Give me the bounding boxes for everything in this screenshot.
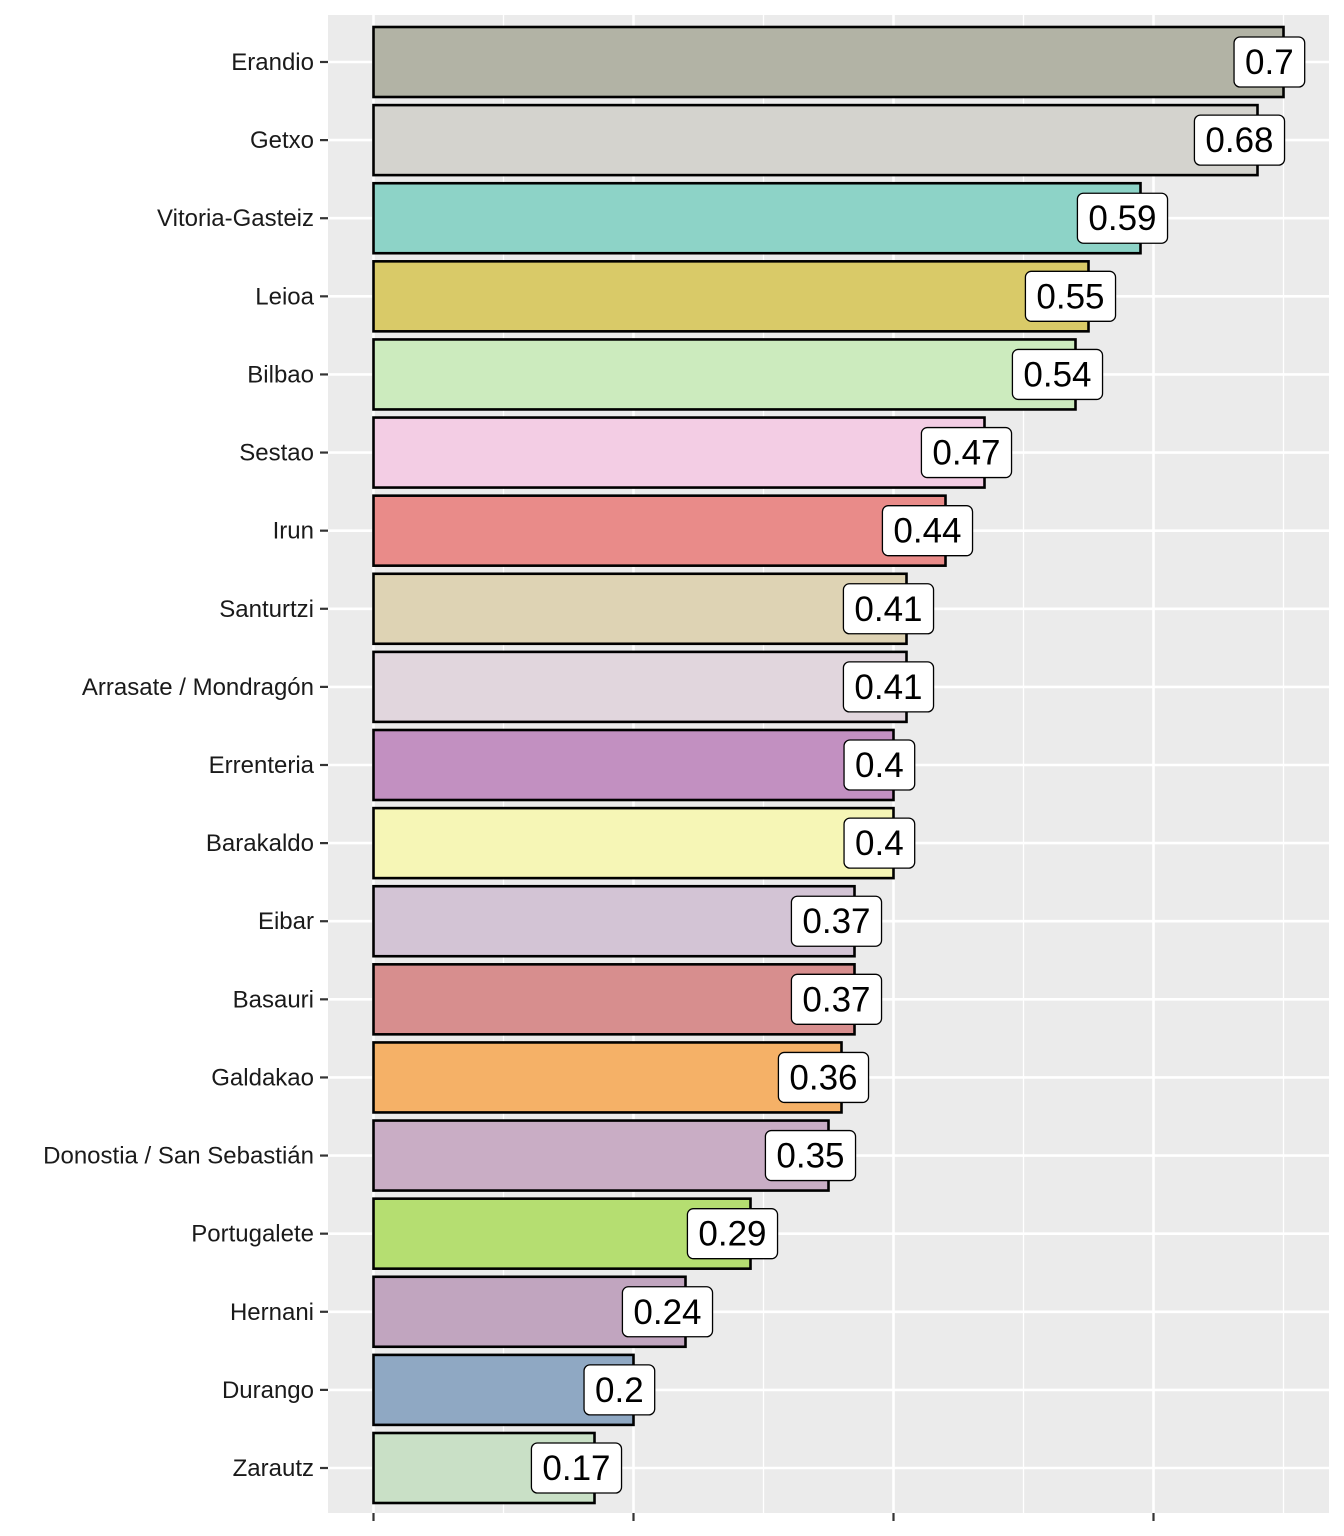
data-label: 0.68 <box>1193 114 1286 166</box>
data-label-text: 0.44 <box>893 512 961 551</box>
y-tick-label: Leioa <box>255 283 314 310</box>
y-tick-label: Durango <box>222 1377 314 1404</box>
y-tick-label: Errenteria <box>209 752 315 779</box>
y-axis: Erandio Getxo Vitoria-Gasteiz Leioa Bilbao Se… <box>43 49 328 1482</box>
y-tick-label: Basauri <box>233 986 314 1013</box>
bar <box>372 728 895 802</box>
bar <box>372 260 1090 333</box>
y-tick-label: Bilbao <box>247 361 314 388</box>
data-label-box <box>790 973 883 1025</box>
data-label: 0.54 <box>1011 348 1104 401</box>
bar <box>372 416 986 489</box>
data-label-text: 0.41 <box>854 668 922 707</box>
data-label-box <box>1233 36 1306 88</box>
bar <box>372 806 895 880</box>
data-label: 0.24 <box>621 1286 714 1338</box>
y-tick-label: Getxo <box>250 127 314 154</box>
data-label: 0.4 <box>843 739 916 791</box>
data-label: 0.29 <box>686 1208 779 1260</box>
x-axis <box>372 1513 1155 1521</box>
bar <box>372 25 1285 99</box>
data-label-box <box>777 1051 870 1104</box>
y-tick-label: Erandio <box>231 49 314 76</box>
data-label-box <box>1076 192 1169 244</box>
data-label-text: 0.55 <box>1036 277 1104 316</box>
data-label-box <box>686 1208 779 1260</box>
data-label-text: 0.36 <box>789 1058 857 1097</box>
data-label-box <box>764 1129 857 1182</box>
data-label: 0.41 <box>842 583 935 635</box>
y-tick-label: Galdakao <box>211 1064 314 1091</box>
data-label-box <box>842 661 935 713</box>
data-label-text: 0.2 <box>595 1371 644 1410</box>
data-label-box <box>1024 270 1117 322</box>
bar <box>372 1119 830 1192</box>
value-labels: 0.7 0.68 0.59 0.55 0.54 0.47 0.44 0.41 0.41 0.4 0.… <box>530 36 1306 1494</box>
bar <box>372 103 1259 177</box>
data-label-text: 0.17 <box>542 1449 610 1488</box>
data-label-box <box>530 1442 623 1494</box>
data-label-box <box>843 817 916 869</box>
data-label: 0.35 <box>764 1129 857 1182</box>
y-tick-label: Irun <box>273 518 314 545</box>
bar <box>372 338 1077 411</box>
data-label-text: 0.68 <box>1205 121 1273 160</box>
data-label-box <box>1011 348 1104 401</box>
data-label-box <box>583 1364 656 1416</box>
data-label: 0.36 <box>777 1051 870 1104</box>
data-label-text: 0.47 <box>932 434 1000 473</box>
data-label: 0.37 <box>790 895 883 947</box>
y-tick-label: Eibar <box>258 908 314 935</box>
data-label: 0.47 <box>920 426 1013 479</box>
data-label: 0.44 <box>881 505 974 557</box>
bar <box>372 963 856 1036</box>
bar <box>372 494 947 567</box>
bar <box>372 884 856 958</box>
data-label-text: 0.37 <box>802 902 870 941</box>
bar <box>372 1041 843 1114</box>
y-tick-label: Vitoria-Gasteiz <box>157 205 314 232</box>
data-label: 0.4 <box>843 817 916 869</box>
y-tick-label: Donostia / San Sebastián <box>43 1143 314 1170</box>
data-label: 0.2 <box>583 1364 656 1416</box>
data-label-text: 0.29 <box>698 1215 766 1254</box>
data-label-box <box>790 895 883 947</box>
data-label-box <box>1193 114 1286 166</box>
data-label-box <box>843 739 916 791</box>
bar <box>372 181 1142 255</box>
y-tick-label: Zarautz <box>233 1455 314 1482</box>
data-label-text: 0.37 <box>802 980 870 1019</box>
data-label-text: 0.24 <box>633 1293 701 1332</box>
data-label-box <box>842 583 935 635</box>
bars <box>372 25 1285 1505</box>
data-label-box <box>881 505 974 557</box>
data-label: 0.7 <box>1233 36 1306 88</box>
y-tick-label: Barakaldo <box>206 830 314 857</box>
y-tick-label: Sestao <box>239 440 314 467</box>
bar <box>372 650 908 724</box>
y-tick-label: Santurtzi <box>219 596 314 623</box>
y-tick-label: Hernani <box>230 1299 314 1326</box>
data-label-text: 0.35 <box>776 1137 844 1176</box>
data-label-text: 0.59 <box>1088 199 1156 238</box>
data-label: 0.17 <box>530 1442 623 1494</box>
data-label-text: 0.4 <box>855 746 904 785</box>
data-label: 0.55 <box>1024 270 1117 322</box>
data-label-box <box>920 426 1013 479</box>
data-label-text: 0.41 <box>854 590 922 629</box>
y-tick-label: Arrasate / Mondragón <box>82 674 314 701</box>
data-label-text: 0.54 <box>1023 355 1091 394</box>
data-label: 0.59 <box>1076 192 1169 244</box>
bar <box>372 572 908 646</box>
y-tick-label: Portugalete <box>191 1221 314 1248</box>
data-label-text: 0.4 <box>855 824 904 863</box>
data-label-text: 0.7 <box>1245 43 1294 82</box>
data-label: 0.37 <box>790 973 883 1025</box>
data-label: 0.41 <box>842 661 935 713</box>
data-label-box <box>621 1286 714 1338</box>
